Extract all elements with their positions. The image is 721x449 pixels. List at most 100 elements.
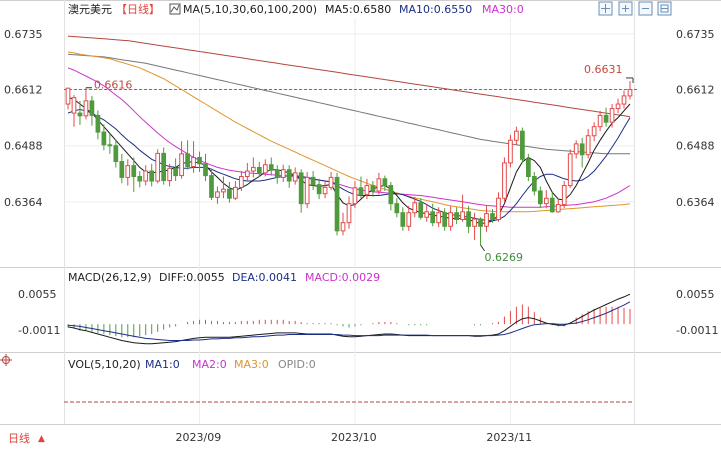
macd-indicator [67, 293, 631, 345]
candle-down [382, 178, 388, 187]
candle-down [286, 169, 292, 182]
candle-up [215, 191, 220, 198]
candle-down [520, 130, 525, 160]
candle-down [113, 145, 119, 163]
period-label[interactable]: 【日线】 [116, 2, 160, 16]
candle-down [490, 213, 495, 221]
zoom-out-icon[interactable] [638, 1, 653, 16]
crosshair-icon[interactable] [598, 1, 613, 16]
ma200-line [67, 35, 631, 118]
candle-down [298, 172, 304, 205]
price-annotations: 0.6631 0.6616 0.6269 [85, 63, 634, 264]
macd-tick-right: -0.0011 [676, 324, 718, 337]
candle-down [256, 166, 262, 174]
high-value-label: 0.6631 [584, 63, 623, 76]
ma-legend-label: MA(5,10,30,60,100,200) [183, 3, 317, 16]
price-tick-left: 0.6735 [4, 28, 43, 41]
price-tick-right: 0.6364 [676, 196, 715, 209]
macd-tick-right: 0.0055 [676, 288, 715, 301]
candle-down [418, 202, 424, 218]
ma30-value: MA30:0 [482, 3, 524, 16]
ma100-line [67, 53, 630, 155]
candle-up [346, 203, 352, 224]
candle-down [268, 164, 274, 171]
ma5-value: MA5:0.6580 [325, 3, 391, 16]
candle-down [454, 212, 459, 221]
candle-up [340, 222, 346, 232]
candle-down [466, 211, 471, 227]
macd-dea-line [67, 301, 631, 341]
candle-down [334, 176, 340, 232]
candle-up [239, 175, 244, 188]
candle-down [197, 156, 202, 165]
period-selector-arrow: ▲ [38, 434, 45, 444]
candle-down [358, 187, 364, 196]
candle-down [531, 175, 537, 192]
price-tick-right: 0.6735 [676, 28, 715, 41]
macd-axis-ticks: 0.0055 0.0055 -0.0011 -0.0011 [18, 288, 718, 337]
candle-down [579, 143, 585, 156]
candle-down [442, 212, 448, 227]
candles [65, 80, 633, 245]
candle-up [179, 153, 184, 177]
candle-down [137, 175, 143, 182]
date-axis-labels: 2023/09 2023/10 2023/11 [176, 431, 533, 444]
settings-icon[interactable] [657, 1, 672, 16]
macd-tick-left: -0.0011 [18, 324, 60, 337]
candle-up [585, 135, 591, 156]
candle-up [508, 139, 513, 164]
candle-up [621, 95, 627, 105]
candle-up [573, 143, 579, 155]
candle-up [597, 114, 603, 128]
candle-up [233, 186, 238, 199]
candle-down [227, 188, 232, 199]
candle-down [388, 185, 394, 205]
ma60-line [67, 51, 631, 213]
candle-up [460, 211, 465, 221]
candle-up [250, 166, 256, 172]
candle-down [77, 112, 83, 117]
date-label: 2023/10 [331, 431, 377, 444]
candle-up [567, 153, 573, 187]
candle-down [209, 175, 214, 198]
candle-up [496, 197, 501, 221]
candle-up [328, 176, 334, 188]
candle-down [537, 190, 543, 205]
candle-down [394, 203, 400, 214]
candle-up [448, 212, 453, 227]
candle-up [591, 126, 597, 137]
candle-down [107, 144, 113, 147]
candle-down [526, 158, 531, 177]
date-label: 2023/11 [486, 431, 532, 444]
candle-down [478, 218, 483, 227]
zoom-in-icon[interactable] [618, 1, 633, 16]
candle-down [603, 114, 609, 123]
macd-hist-value: MACD:0.0029 [305, 271, 380, 284]
period-selector[interactable]: 日线 ▲ [8, 431, 45, 445]
candle-up [376, 178, 382, 192]
candle-up [83, 100, 89, 117]
candle-up [292, 172, 298, 182]
candle-up [484, 213, 489, 227]
ma30-line [67, 67, 631, 208]
candle-up [436, 212, 442, 224]
moving-average-lines [67, 35, 631, 225]
candle-up [167, 167, 172, 182]
candle-down [370, 185, 376, 192]
candle-down [173, 167, 178, 177]
candle-up [304, 176, 310, 205]
candle-down [101, 131, 107, 146]
candle-up [615, 103, 621, 110]
candle-down [310, 176, 316, 186]
vol-ma3-value: MA3:0 [234, 358, 269, 371]
candle-down [430, 211, 436, 224]
candle-up [352, 187, 358, 205]
candle-up [143, 170, 149, 182]
candle-up [514, 130, 519, 141]
candle-up [412, 202, 418, 214]
price-tick-left: 0.6488 [4, 140, 43, 153]
candle-down [185, 153, 190, 168]
candle-up [125, 165, 131, 178]
macd-diff-value: DIFF:0.0055 [159, 271, 225, 284]
